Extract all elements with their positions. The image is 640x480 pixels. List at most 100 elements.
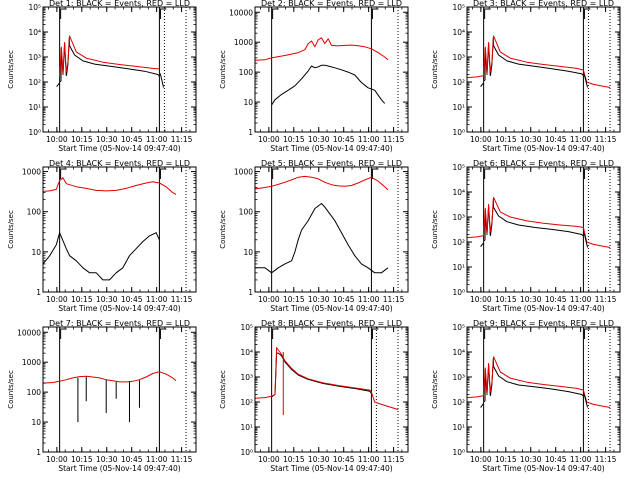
x-tick-label: 11:15 xyxy=(383,295,405,304)
x-tick-label: 10:15 xyxy=(283,455,305,464)
bracket-marker-1 xyxy=(484,8,491,19)
x-tick-label: 10:30 xyxy=(96,295,118,304)
x-tick-label: 10:00 xyxy=(470,295,492,304)
x-tick-label: 10:45 xyxy=(545,135,567,144)
panel-det-2: 1 10 100 1000 10000 10:00 10:15 10:30 10:45 11:00… xyxy=(219,0,409,153)
bracket-marker-2 xyxy=(583,328,591,339)
y-tick-label: 100 xyxy=(239,68,254,77)
series-lld-line xyxy=(254,37,389,61)
y-tick-label: 10² xyxy=(452,398,465,407)
y-tick-label: 10¹ xyxy=(452,103,465,112)
panel-title: Det 2: BLACK = Events, RED = LLD xyxy=(261,0,402,8)
x-axis-label: Start Time (05-Nov-14 09:47:40) xyxy=(482,464,604,473)
y-tick-label: 10⁴ xyxy=(452,188,465,197)
x-axis-label: Start Time (05-Nov-14 09:47:40) xyxy=(58,304,180,313)
y-tick-label: 1000 xyxy=(234,38,253,47)
y-axis-label: Counts/sec xyxy=(219,370,227,409)
axes-frame xyxy=(254,6,409,133)
x-axis-label: Start Time (05-Nov-14 09:47:40) xyxy=(270,464,392,473)
series-lld-line xyxy=(42,177,177,195)
axes-frame xyxy=(254,326,409,453)
y-tick-label: 100 xyxy=(239,208,254,217)
series-lld-line xyxy=(466,356,611,408)
x-tick-label: 11:00 xyxy=(570,135,592,144)
axes-frame xyxy=(42,326,197,453)
series-events-line xyxy=(255,203,389,274)
y-axis-label: Counts/sec xyxy=(431,370,439,409)
x-tick-label: 11:00 xyxy=(146,135,168,144)
x-tick-label: 10:15 xyxy=(495,295,517,304)
series-events-pre-segment xyxy=(480,82,484,87)
x-tick-label: 11:00 xyxy=(570,455,592,464)
panel-det-4: 1 10 100 1000 10:00 10:15 10:30 10:45 11:00 11:15… xyxy=(7,159,197,313)
x-axis-label: Start Time (05-Nov-14 09:47:40) xyxy=(482,304,604,313)
axes-frame xyxy=(42,6,197,133)
y-tick-label: 10¹ xyxy=(452,263,465,272)
y-tick-label: 10 xyxy=(243,248,253,257)
x-tick-label: 10:00 xyxy=(258,455,280,464)
y-tick-label: 10⁰ xyxy=(452,288,465,297)
bracket-marker-1 xyxy=(60,328,67,339)
x-tick-label: 11:15 xyxy=(171,455,193,464)
panel-title: Det 8: BLACK = Events, RED = LLD xyxy=(261,319,402,328)
x-axis-label: Start Time (05-Nov-14 09:47:40) xyxy=(58,144,180,153)
y-axis-label: Counts/sec xyxy=(219,210,227,249)
x-tick-label: 10:00 xyxy=(46,135,68,144)
x-tick-label: 11:15 xyxy=(595,295,617,304)
x-axis-label: Start Time (05-Nov-14 09:47:40) xyxy=(482,144,604,153)
x-tick-label: 10:45 xyxy=(333,135,355,144)
y-tick-label: 1000 xyxy=(22,358,41,367)
x-tick-label: 10:45 xyxy=(121,135,143,144)
x-tick-label: 10:30 xyxy=(308,135,330,144)
y-tick-label: 10² xyxy=(452,238,465,247)
y-tick-label: 10¹ xyxy=(28,103,41,112)
series-events-line xyxy=(271,352,372,398)
x-axis-label: Start Time (05-Nov-14 09:47:40) xyxy=(270,144,392,153)
series-lld-line xyxy=(466,197,611,248)
series-events-pre-segment xyxy=(480,242,484,247)
x-axis-label: Start Time (05-Nov-14 09:47:40) xyxy=(270,304,392,313)
x-tick-label: 10:00 xyxy=(46,455,68,464)
y-tick-label: 10⁵ xyxy=(28,3,41,12)
panel-det-7: 1 10 100 1000 10000 10:00 10:15 10:30 10:45 11:00… xyxy=(7,319,197,473)
series-lld-line xyxy=(42,371,177,384)
y-tick-label: 10⁵ xyxy=(240,323,253,332)
y-axis-label: Counts/sec xyxy=(7,370,15,409)
y-axis-label: Counts/sec xyxy=(7,210,15,249)
y-tick-label: 1 xyxy=(248,128,253,137)
x-tick-label: 10:30 xyxy=(520,295,542,304)
x-tick-label: 10:00 xyxy=(470,135,492,144)
y-tick-label: 10⁵ xyxy=(452,323,465,332)
series-events-line xyxy=(483,358,584,403)
x-tick-label: 10:15 xyxy=(71,455,93,464)
series-events-line xyxy=(483,37,584,82)
x-tick-label: 11:15 xyxy=(171,295,193,304)
series-events-pre-segment xyxy=(480,403,484,408)
series-lld-line xyxy=(59,35,160,77)
bracket-marker-2 xyxy=(371,8,379,19)
bracket-marker-2 xyxy=(159,328,167,339)
x-tick-label: 10:30 xyxy=(96,135,118,144)
panel-title: Det 9: BLACK = Events, RED = LLD xyxy=(473,319,614,328)
series-lld-line xyxy=(254,347,399,410)
y-tick-label: 10000 xyxy=(17,328,41,337)
bracket-marker-2 xyxy=(159,168,167,179)
y-tick-label: 10 xyxy=(243,98,253,107)
x-tick-label: 11:15 xyxy=(595,455,617,464)
bracket-marker-2 xyxy=(583,8,591,19)
x-tick-label: 10:15 xyxy=(495,135,517,144)
x-tick-label: 10:00 xyxy=(46,295,68,304)
panel-title: Det 1: BLACK = Events, RED = LLD xyxy=(49,0,190,8)
series-lld-line xyxy=(466,35,611,88)
y-tick-label: 10⁰ xyxy=(452,128,465,137)
y-tick-label: 10⁴ xyxy=(452,28,465,37)
y-tick-label: 1000 xyxy=(22,168,41,177)
y-tick-label: 10 xyxy=(31,248,41,257)
y-tick-label: 10² xyxy=(28,78,41,87)
x-tick-label: 11:00 xyxy=(358,455,380,464)
x-tick-label: 10:45 xyxy=(333,295,355,304)
y-axis-label: Counts/sec xyxy=(7,50,15,89)
